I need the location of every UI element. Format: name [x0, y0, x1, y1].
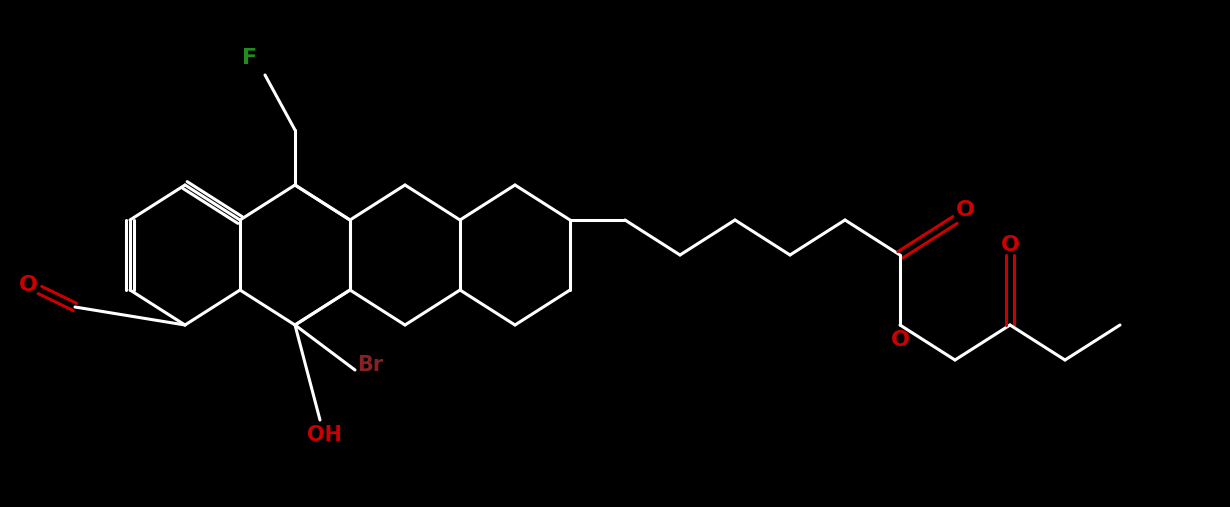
Text: O: O: [891, 330, 909, 350]
Text: O: O: [1000, 235, 1020, 255]
Text: O: O: [18, 275, 37, 295]
Text: F: F: [242, 48, 257, 68]
Text: OH: OH: [308, 425, 342, 445]
Text: O: O: [956, 200, 974, 220]
Text: Br: Br: [357, 355, 383, 375]
